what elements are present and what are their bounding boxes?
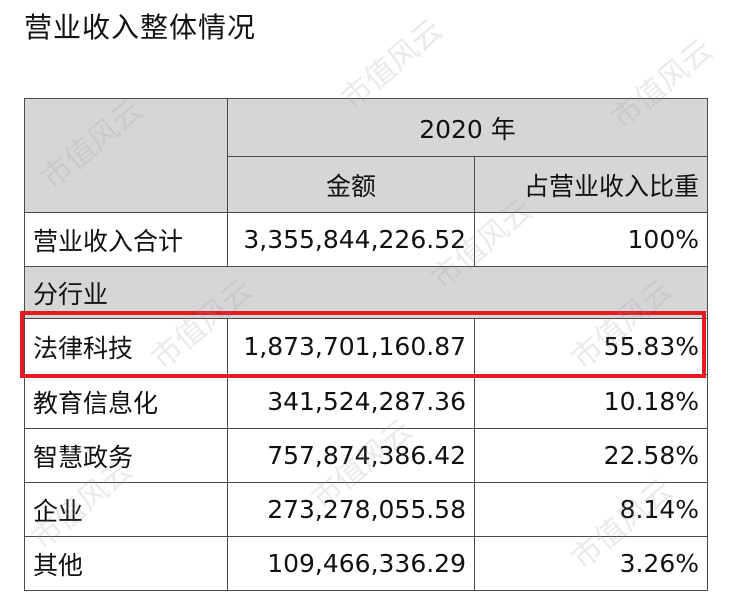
table-row: 企业 273,278,055.58 8.14% bbox=[24, 482, 708, 537]
header-share: 占营业收入比重 bbox=[474, 156, 708, 213]
header-year: 2020 年 bbox=[227, 98, 708, 157]
row-amount: 341,524,287.36 bbox=[227, 374, 475, 429]
row-label: 教育信息化 bbox=[24, 374, 228, 429]
total-share: 100% bbox=[474, 212, 708, 267]
revenue-table: 2020 年 金额 占营业收入比重 营业收入合计 3,355,844,226.5… bbox=[24, 98, 708, 591]
table-row: 其他 109,466,336.29 3.26% bbox=[24, 536, 708, 591]
page-title: 营业收入整体情况 bbox=[24, 11, 257, 44]
table-row: 智慧政务 757,874,386.42 22.58% bbox=[24, 428, 708, 483]
section-label: 分行业 bbox=[24, 266, 708, 319]
total-label: 营业收入合计 bbox=[24, 212, 228, 267]
row-share: 10.18% bbox=[474, 374, 708, 429]
section-row: 分行业 bbox=[24, 266, 708, 319]
row-label: 法律科技 bbox=[24, 318, 228, 375]
row-share: 3.26% bbox=[474, 536, 708, 591]
row-share: 55.83% bbox=[474, 318, 708, 375]
row-amount: 109,466,336.29 bbox=[227, 536, 475, 591]
row-label: 其他 bbox=[24, 536, 228, 591]
table-row: 教育信息化 341,524,287.36 10.18% bbox=[24, 374, 708, 429]
header-amount: 金额 bbox=[227, 156, 475, 213]
row-share: 8.14% bbox=[474, 482, 708, 537]
row-share: 22.58% bbox=[474, 428, 708, 483]
header-corner-cell bbox=[24, 98, 228, 213]
row-amount: 273,278,055.58 bbox=[227, 482, 475, 537]
row-label: 智慧政务 bbox=[24, 428, 228, 483]
table-row: 法律科技 1,873,701,160.87 55.83% bbox=[24, 318, 708, 375]
total-row: 营业收入合计 3,355,844,226.52 100% bbox=[24, 212, 708, 267]
row-label: 企业 bbox=[24, 482, 228, 537]
total-amount: 3,355,844,226.52 bbox=[227, 212, 475, 267]
row-amount: 757,874,386.42 bbox=[227, 428, 475, 483]
row-amount: 1,873,701,160.87 bbox=[227, 318, 475, 375]
header-row-year: 2020 年 bbox=[24, 98, 708, 213]
header-row-columns: 金额 占营业收入比重 bbox=[25, 156, 708, 213]
